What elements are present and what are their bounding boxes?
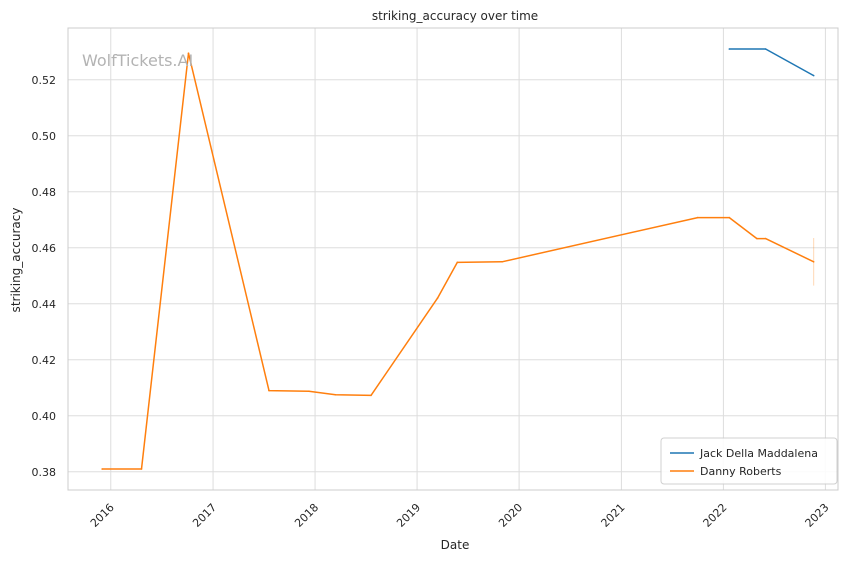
data-point-danny-roberts bbox=[187, 52, 190, 54]
y-tick-label: 0.40 bbox=[32, 410, 57, 423]
data-point-danny-roberts bbox=[101, 468, 103, 470]
grid bbox=[68, 28, 838, 490]
plot-frame bbox=[67, 27, 839, 491]
x-tick-labels: 2016 2017 2018 2019 2020 2021 2022 2023 bbox=[88, 501, 832, 530]
y-tick-label: 0.48 bbox=[32, 186, 57, 199]
series-line-danny-roberts bbox=[102, 52, 815, 470]
chart-title: striking_accuracy over time bbox=[372, 9, 538, 23]
data-point-danny-roberts bbox=[140, 468, 143, 470]
y-tick-labels: 0.38 0.40 0.42 0.44 0.46 0.48 0.50 0.52 bbox=[32, 74, 57, 479]
data-point-danny-roberts bbox=[268, 389, 270, 392]
x-tick-label: 2019 bbox=[394, 501, 423, 530]
x-tick-label: 2017 bbox=[190, 501, 219, 530]
data-point-jack-della-maddalena bbox=[728, 48, 731, 50]
watermark: WolfTickets.AI bbox=[82, 51, 193, 70]
series-layer bbox=[101, 48, 815, 470]
series-line-jack-della-maddalena bbox=[729, 48, 815, 77]
data-point-danny-roberts bbox=[764, 237, 767, 240]
data-point-danny-roberts bbox=[728, 216, 731, 219]
data-point-danny-roberts bbox=[756, 237, 758, 240]
y-axis-label: striking_accuracy bbox=[9, 208, 23, 313]
data-point-jack-della-maddalena bbox=[764, 48, 767, 50]
data-point-danny-roberts bbox=[308, 390, 310, 392]
data-point-danny-roberts bbox=[696, 216, 699, 219]
data-point-danny-roberts bbox=[456, 261, 459, 264]
x-tick-label: 2020 bbox=[496, 501, 525, 530]
x-tick-label: 2022 bbox=[701, 501, 730, 530]
data-point-danny-roberts bbox=[436, 297, 439, 300]
y-tick-label: 0.46 bbox=[32, 242, 57, 255]
y-tick-label: 0.52 bbox=[32, 74, 57, 87]
y-tick-label: 0.42 bbox=[32, 354, 57, 367]
x-tick-label: 2021 bbox=[599, 501, 628, 530]
data-point-danny-roberts bbox=[334, 394, 337, 396]
y-tick-label: 0.38 bbox=[32, 466, 57, 479]
y-tick-label: 0.50 bbox=[32, 130, 57, 143]
legend-box bbox=[660, 437, 838, 485]
x-tick-label: 2016 bbox=[88, 501, 117, 530]
legend-label-jack-della-maddalena: Jack Della Maddalena bbox=[699, 447, 818, 460]
x-tick-label: 2023 bbox=[803, 501, 832, 530]
legend: Jack Della Maddalena Danny Roberts bbox=[660, 437, 838, 485]
y-tick-label: 0.44 bbox=[32, 298, 57, 311]
data-point-jack-della-maddalena bbox=[812, 74, 815, 77]
legend-label-danny-roberts: Danny Roberts bbox=[700, 465, 782, 478]
x-tick-label: 2018 bbox=[292, 501, 321, 530]
data-point-danny-roberts bbox=[501, 261, 503, 263]
data-point-danny-roberts bbox=[370, 394, 372, 397]
x-axis-label: Date bbox=[441, 538, 470, 552]
data-point-danny-roberts bbox=[812, 261, 815, 263]
